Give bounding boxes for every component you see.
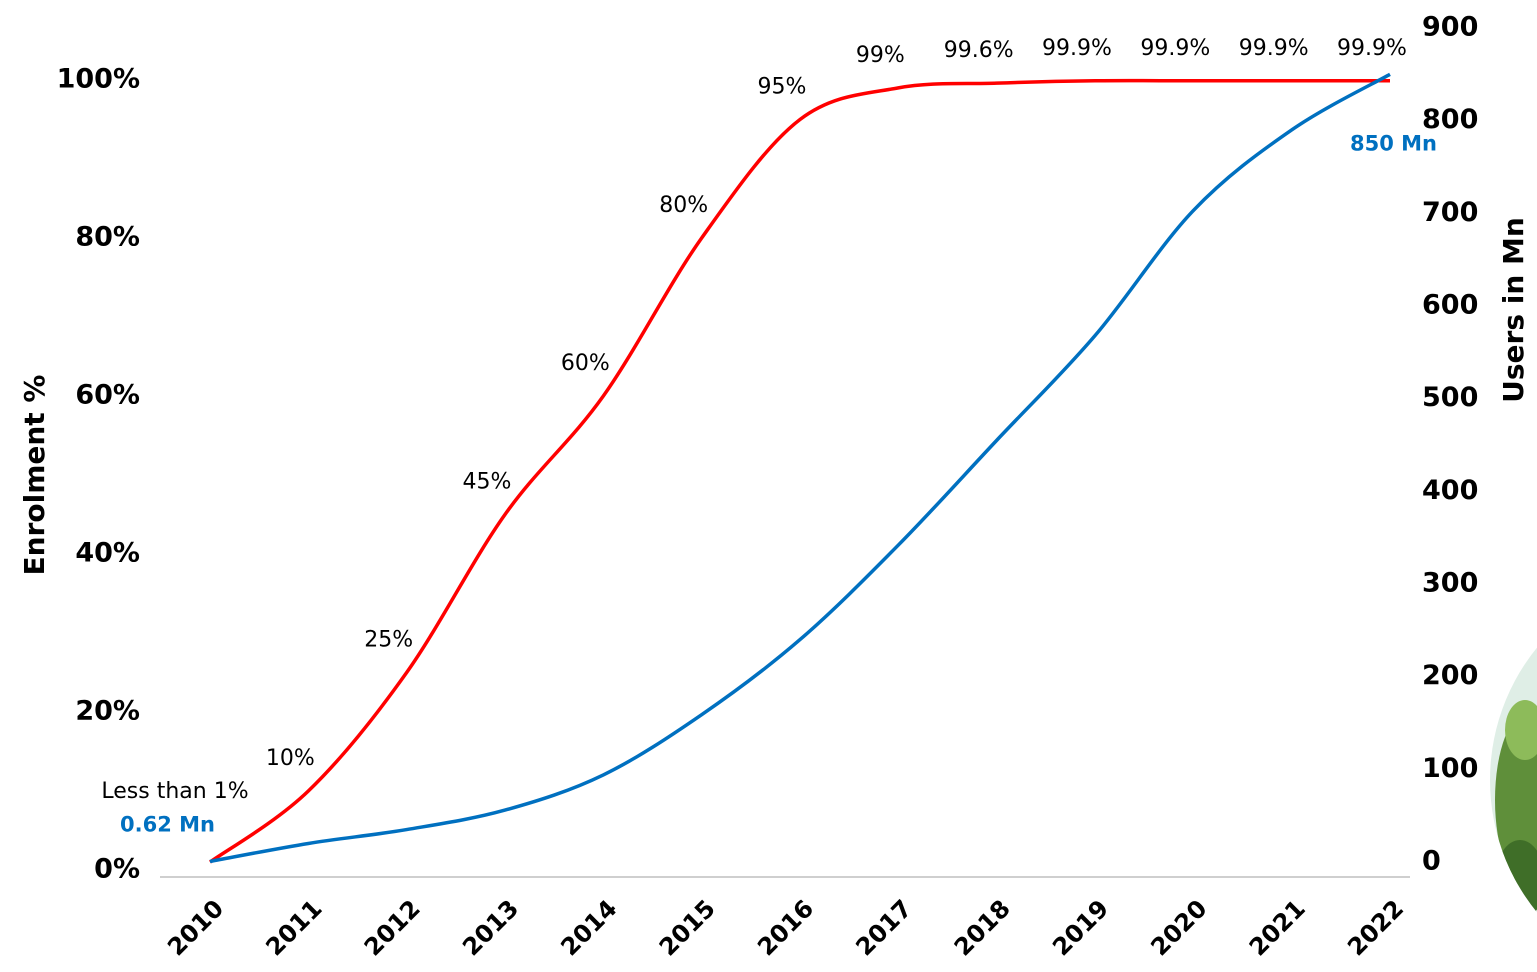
- y2-tick-label: 200: [1422, 660, 1478, 691]
- x-tick-label: 2010: [162, 894, 229, 961]
- y-tick-label: 60%: [75, 380, 140, 411]
- series-line: [208, 78, 1390, 864]
- y2-tick-label: 900: [1422, 12, 1478, 43]
- y2-tick-label: 700: [1422, 197, 1478, 228]
- value-label: 95%: [758, 75, 807, 100]
- y2-tick-label: 800: [1422, 104, 1478, 135]
- value-label: 80%: [659, 193, 708, 218]
- value-label: 850 Mn: [1350, 131, 1437, 155]
- x-tick-label: 2012: [359, 894, 426, 961]
- y2-tick-label: 300: [1422, 568, 1478, 599]
- x-tick-label: 2021: [1244, 894, 1311, 961]
- value-label: 0.62 Mn: [120, 812, 215, 836]
- y2-tick-label: 600: [1422, 290, 1478, 321]
- value-label: 99.6%: [944, 38, 1014, 63]
- x-tick-label: 2016: [752, 894, 819, 961]
- value-label: 25%: [364, 628, 413, 653]
- x-tick-label: 2022: [1342, 894, 1409, 961]
- x-tick-label: 2018: [949, 894, 1016, 961]
- y2-tick-label: 100: [1422, 753, 1478, 784]
- y2-tick-label: 500: [1422, 382, 1478, 413]
- value-label: 99.9%: [1140, 36, 1210, 61]
- value-label: 10%: [266, 746, 315, 771]
- y-axis-title: Enrolment %: [18, 375, 51, 576]
- y-tick-label: 100%: [57, 64, 140, 95]
- y2-tick-label: 0: [1422, 846, 1441, 877]
- y-tick-label: 0%: [94, 854, 140, 885]
- value-label: 99.9%: [1337, 36, 1407, 61]
- x-tick-label: 2015: [654, 894, 721, 961]
- y-tick-label: 40%: [75, 538, 140, 569]
- x-tick-label: 2017: [850, 894, 917, 961]
- value-label: 99.9%: [1239, 36, 1309, 61]
- y2-axis-title: Users in Mn: [1497, 217, 1530, 403]
- value-label: 99.9%: [1042, 36, 1112, 61]
- y2-tick-label: 400: [1422, 475, 1478, 506]
- x-tick-label: 2011: [260, 894, 327, 961]
- x-tick-label: 2014: [555, 894, 622, 961]
- value-label: Less than 1%: [101, 779, 248, 804]
- value-label: 45%: [463, 470, 512, 495]
- plant-image: [1490, 570, 1537, 972]
- value-label: 99%: [856, 43, 905, 68]
- series-line: [209, 72, 1391, 864]
- x-tick-label: 2013: [457, 894, 524, 961]
- x-tick-label: 2020: [1145, 894, 1212, 961]
- value-label: 60%: [561, 351, 610, 376]
- y-tick-label: 80%: [75, 222, 140, 253]
- x-tick-label: 2019: [1047, 894, 1114, 961]
- y-tick-label: 20%: [75, 696, 140, 727]
